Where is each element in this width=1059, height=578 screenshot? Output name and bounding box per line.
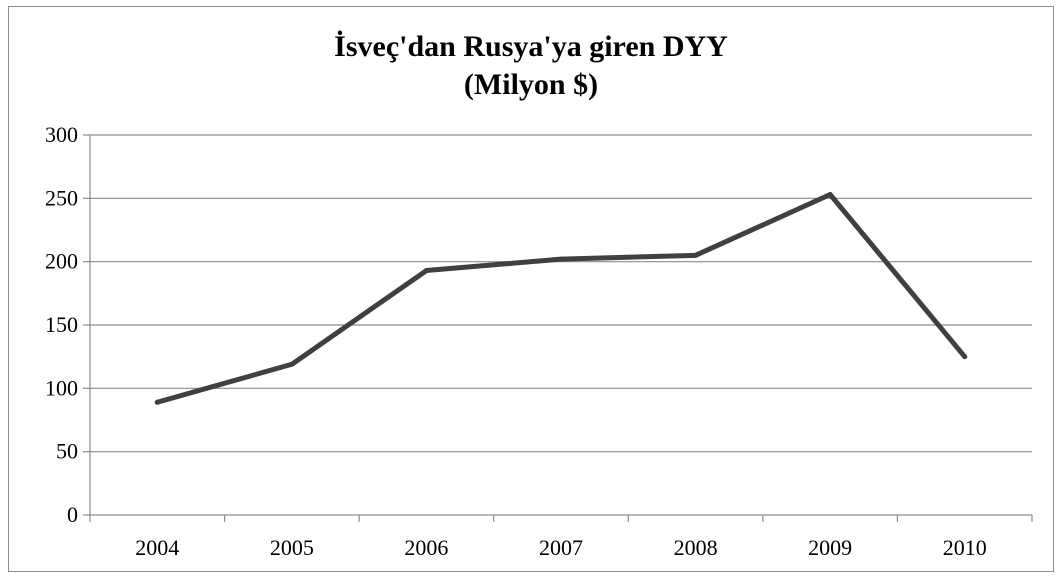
y-tick-label: 100 <box>45 375 78 400</box>
x-tick-label: 2006 <box>404 535 448 560</box>
axes <box>83 134 1033 522</box>
x-tick-label: 2008 <box>674 535 718 560</box>
chart-title-line-2: (Milyon $) <box>463 68 599 101</box>
y-tick-label: 250 <box>45 185 78 210</box>
chart-title-line-1: İsveç'dan Rusya'ya giren DYY <box>334 30 728 63</box>
data-point-2005 <box>289 361 295 367</box>
y-tick-label: 50 <box>56 439 78 464</box>
gridlines <box>90 134 1032 453</box>
y-tick-labels: 0 50 100 150 200 250 300 <box>45 122 78 527</box>
data-point-2007 <box>558 256 564 262</box>
data-point-2008 <box>693 252 699 258</box>
x-tick-label: 2007 <box>539 535 583 560</box>
y-tick-label: 300 <box>45 122 78 147</box>
chart-frame <box>8 6 1054 572</box>
x-tick-label: 2005 <box>270 535 314 560</box>
chart-title: İsveç'dan Rusya'ya giren DYY (Milyon $) <box>8 28 1054 104</box>
data-point-2004 <box>154 399 160 405</box>
x-tick-label: 2010 <box>943 535 987 560</box>
y-tick-label: 150 <box>45 312 78 337</box>
data-point-2006 <box>423 268 429 274</box>
data-point-2010 <box>962 354 968 360</box>
series <box>154 192 968 405</box>
y-tick-label: 200 <box>45 249 78 274</box>
data-point-2009 <box>827 192 833 198</box>
x-tick-labels: 2004 2005 2006 2007 2008 2009 2010 <box>135 535 986 560</box>
x-tick-label: 2004 <box>135 535 179 560</box>
series-line <box>154 192 968 405</box>
y-tick-label: 0 <box>67 502 78 527</box>
x-tick-label: 2009 <box>808 535 852 560</box>
